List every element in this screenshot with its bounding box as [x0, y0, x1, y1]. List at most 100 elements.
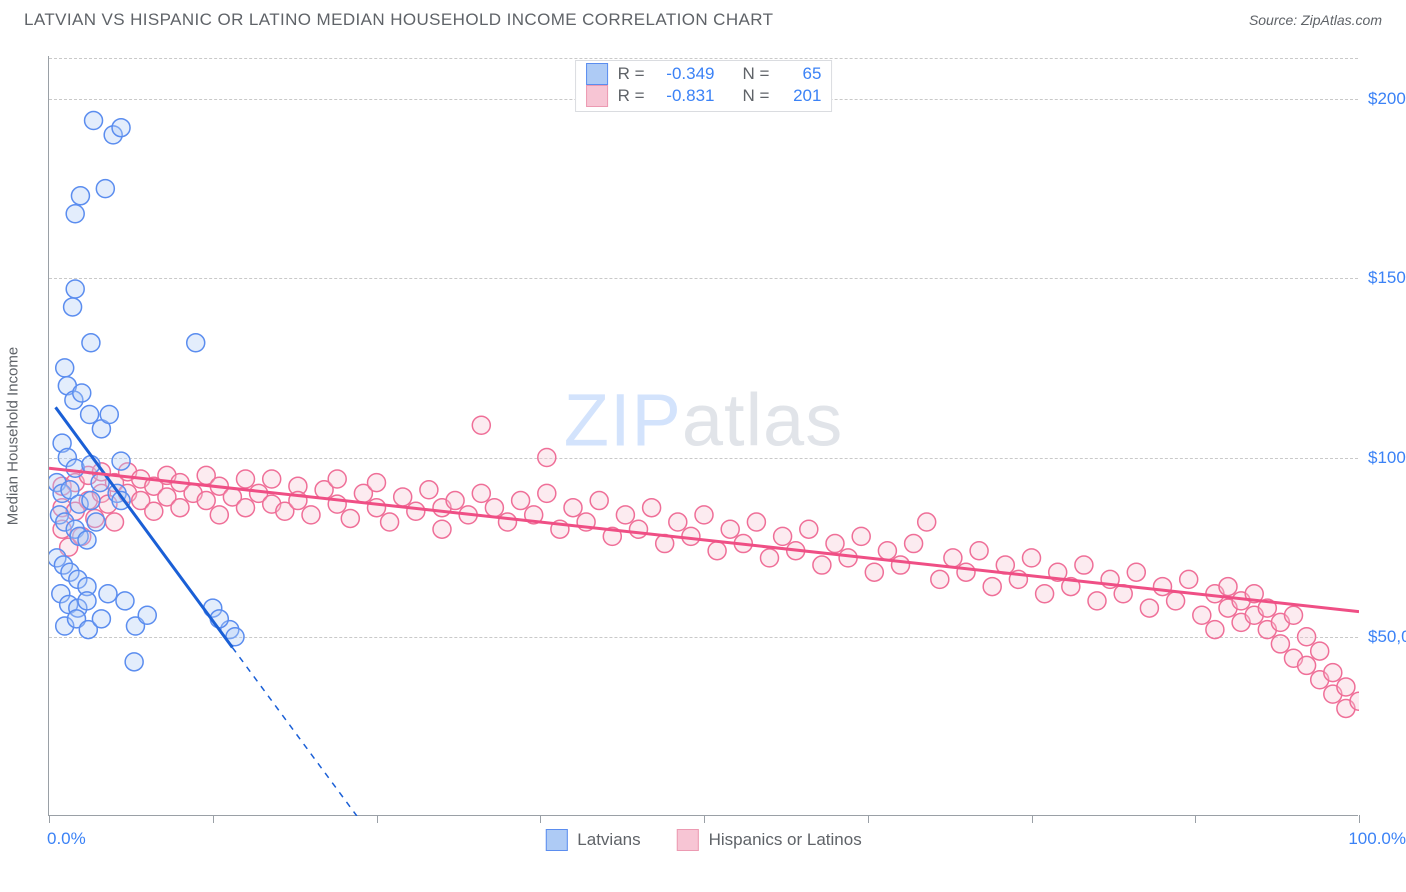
- x-tick: [1032, 815, 1033, 823]
- data-point-hispanics: [905, 535, 923, 553]
- swatch-icon: [677, 829, 699, 851]
- data-point-latvians: [92, 610, 110, 628]
- swatch-icon: [586, 85, 608, 107]
- data-point-latvians: [71, 187, 89, 205]
- legend: Latvians Hispanics or Latinos: [545, 829, 861, 851]
- data-point-latvians: [66, 205, 84, 223]
- data-point-hispanics: [302, 506, 320, 524]
- x-tick: [704, 815, 705, 823]
- data-point-hispanics: [708, 542, 726, 560]
- data-point-hispanics: [1036, 585, 1054, 603]
- data-point-hispanics: [1140, 599, 1158, 617]
- data-point-latvians: [66, 459, 84, 477]
- data-point-hispanics: [761, 549, 779, 567]
- data-point-hispanics: [931, 570, 949, 588]
- data-point-hispanics: [878, 542, 896, 560]
- data-point-hispanics: [1324, 664, 1342, 682]
- x-tick: [540, 815, 541, 823]
- info-row-latvians: R = -0.349 N = 65: [586, 63, 822, 85]
- data-point-hispanics: [407, 502, 425, 520]
- data-point-hispanics: [485, 499, 503, 517]
- y-tick-label: $200,000: [1358, 89, 1406, 109]
- data-point-hispanics: [210, 506, 228, 524]
- data-point-latvians: [125, 653, 143, 671]
- data-point-hispanics: [669, 513, 687, 531]
- data-point-hispanics: [1298, 656, 1316, 674]
- data-point-hispanics: [1311, 642, 1329, 660]
- swatch-icon: [586, 63, 608, 85]
- data-point-latvians: [100, 405, 118, 423]
- correlation-info-box: R = -0.349 N = 65 R = -0.831 N = 201: [575, 60, 833, 112]
- data-point-latvians: [87, 513, 105, 531]
- data-point-latvians: [82, 492, 100, 510]
- data-point-hispanics: [171, 499, 189, 517]
- data-point-hispanics: [564, 499, 582, 517]
- data-point-hispanics: [721, 520, 739, 538]
- data-point-hispanics: [1193, 606, 1211, 624]
- data-point-hispanics: [512, 492, 530, 510]
- data-point-hispanics: [106, 513, 124, 531]
- data-point-latvians: [66, 280, 84, 298]
- swatch-icon: [545, 829, 567, 851]
- data-point-hispanics: [774, 527, 792, 545]
- data-point-hispanics: [145, 502, 163, 520]
- data-point-hispanics: [446, 492, 464, 510]
- data-point-hispanics: [918, 513, 936, 531]
- data-point-latvians: [73, 384, 91, 402]
- data-point-hispanics: [237, 499, 255, 517]
- data-point-latvians: [99, 585, 117, 603]
- data-point-hispanics: [341, 509, 359, 527]
- data-point-hispanics: [433, 520, 451, 538]
- data-point-latvians: [85, 112, 103, 130]
- data-point-hispanics: [970, 542, 988, 560]
- data-point-hispanics: [381, 513, 399, 531]
- data-point-hispanics: [813, 556, 831, 574]
- chart-title: LATVIAN VS HISPANIC OR LATINO MEDIAN HOU…: [24, 10, 773, 30]
- source-label: Source: ZipAtlas.com: [1249, 12, 1382, 28]
- data-point-latvians: [112, 119, 130, 137]
- x-tick: [1195, 815, 1196, 823]
- data-point-hispanics: [800, 520, 818, 538]
- data-point-hispanics: [747, 513, 765, 531]
- data-point-latvians: [78, 531, 96, 549]
- data-point-hispanics: [538, 449, 556, 467]
- info-row-hispanics: R = -0.831 N = 201: [586, 85, 822, 107]
- data-point-hispanics: [1180, 570, 1198, 588]
- y-tick-label: $150,000: [1358, 268, 1406, 288]
- data-point-hispanics: [1167, 592, 1185, 610]
- scatter-plot: [49, 56, 1359, 816]
- y-axis-label: Median Household Income: [5, 346, 22, 524]
- x-tick: [213, 815, 214, 823]
- data-point-hispanics: [237, 470, 255, 488]
- data-point-latvians: [82, 334, 100, 352]
- data-point-hispanics: [643, 499, 661, 517]
- data-point-hispanics: [420, 481, 438, 499]
- data-point-hispanics: [1206, 621, 1224, 639]
- data-point-hispanics: [1127, 563, 1145, 581]
- data-point-hispanics: [1337, 678, 1355, 696]
- x-tick: [1359, 815, 1360, 823]
- data-point-hispanics: [1154, 578, 1172, 596]
- data-point-latvians: [112, 452, 130, 470]
- data-point-hispanics: [472, 416, 490, 434]
- data-point-latvians: [116, 592, 134, 610]
- data-point-hispanics: [944, 549, 962, 567]
- chart-area: Median Household Income ZIPatlas $50,000…: [48, 56, 1358, 816]
- data-point-hispanics: [695, 506, 713, 524]
- data-point-latvians: [56, 359, 74, 377]
- data-point-hispanics: [1023, 549, 1041, 567]
- data-point-hispanics: [1271, 635, 1289, 653]
- data-point-hispanics: [865, 563, 883, 581]
- data-point-latvians: [96, 180, 114, 198]
- data-point-latvians: [187, 334, 205, 352]
- data-point-hispanics: [957, 563, 975, 581]
- x-min-label: 0.0%: [47, 829, 86, 849]
- data-point-latvians: [64, 298, 82, 316]
- x-tick: [377, 815, 378, 823]
- data-point-hispanics: [1075, 556, 1093, 574]
- data-point-hispanics: [538, 484, 556, 502]
- x-tick: [49, 815, 50, 823]
- data-point-hispanics: [394, 488, 412, 506]
- data-point-hispanics: [368, 474, 386, 492]
- data-point-hispanics: [328, 470, 346, 488]
